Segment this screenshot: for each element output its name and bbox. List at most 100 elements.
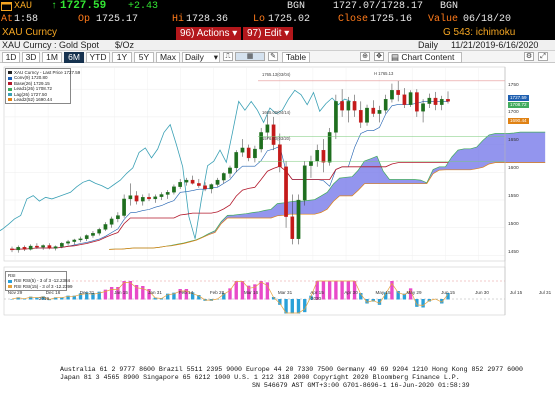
candle-body xyxy=(446,98,450,102)
oscillator-bar xyxy=(10,299,14,300)
legend-row-lag: Lag(26) 1727.50 xyxy=(8,92,68,97)
oscillator-bar xyxy=(340,281,344,300)
range-1m[interactable]: 1M xyxy=(42,51,62,63)
oscillator-bar xyxy=(334,281,338,300)
range-ytd[interactable]: YTD xyxy=(86,51,110,63)
period-select[interactable]: Daily ▾ xyxy=(182,51,220,63)
window-icon[interactable] xyxy=(1,2,12,11)
range-5y[interactable]: 5Y xyxy=(134,51,154,63)
candle-body xyxy=(365,107,369,123)
candle-body xyxy=(427,97,432,104)
oscillator-bar xyxy=(72,295,76,300)
candle-body xyxy=(209,184,214,190)
edit-menu[interactable]: 97) Edit ▾ xyxy=(243,26,294,40)
oscillator-bar xyxy=(35,297,39,300)
oscillator-bar xyxy=(246,285,251,300)
legend-value: -12.2384 xyxy=(52,278,71,284)
pan-icon[interactable]: ✥ xyxy=(374,52,384,61)
oscillator-legend[interactable]: RSI RSI RSI(5) - 3 of 3 -12.2384 RSI RSI… xyxy=(5,271,73,292)
oscillator-bar xyxy=(327,281,332,300)
candle-body xyxy=(91,233,95,236)
oscillator-bar xyxy=(103,289,108,300)
frequency-label: Daily xyxy=(418,40,439,50)
settings-icon[interactable]: ⚙ xyxy=(524,52,534,61)
low-line-label: 1576.60(03/20) xyxy=(262,136,291,141)
legend-label: Lag(26) xyxy=(14,91,30,97)
expand-icon[interactable]: ⤢ xyxy=(538,52,548,61)
chart-panel[interactable]: XAU Curncy - Last Price 1727.59 Conv(9) … xyxy=(0,63,555,383)
range-1y[interactable]: 1Y xyxy=(112,51,132,63)
oscillator-bar xyxy=(396,291,400,300)
oscillator-bar xyxy=(390,281,394,300)
actions-number: 96) xyxy=(180,27,195,39)
quote-bar-details: At 1:58 Op 1725.17 Hi 1728.36 Lo 1725.02… xyxy=(0,13,555,26)
candle-body xyxy=(97,229,102,234)
candle-body xyxy=(321,149,326,163)
y-tick: 1600 xyxy=(508,166,519,171)
x-tick: Jul 15 xyxy=(509,290,523,295)
candle-body xyxy=(371,107,376,114)
ichimoku-chart[interactable] xyxy=(0,63,555,363)
range-3d[interactable]: 3D xyxy=(22,51,40,63)
security-title[interactable]: XAU Curncy xyxy=(2,27,58,38)
range-1d[interactable]: 1D xyxy=(2,51,20,63)
table-button[interactable]: Table xyxy=(282,51,310,63)
range-6m[interactable]: 6M xyxy=(64,51,84,63)
chevron-down-icon: ▾ xyxy=(232,27,238,39)
legend-value: 1690.44 xyxy=(35,97,53,103)
candle-body xyxy=(340,101,344,111)
oscillator-bar xyxy=(91,293,95,300)
legend-swatch xyxy=(8,82,12,86)
legend-swatch xyxy=(8,71,12,75)
x-tick: Feb 14 xyxy=(178,290,194,295)
candle-body xyxy=(184,179,189,183)
actions-menu[interactable]: 96) Actions ▾ xyxy=(176,26,242,40)
up-arrow-icon: ↑ xyxy=(51,1,58,12)
chart-content-icon: ▤ xyxy=(391,51,400,62)
oscillator-bar xyxy=(346,281,351,300)
oscillator-bar xyxy=(303,299,307,313)
high-value: 1728.36 xyxy=(186,14,229,25)
candle-body xyxy=(346,101,351,111)
candle-body xyxy=(103,224,108,230)
bgn-source-2: BGN xyxy=(440,1,459,12)
line-style-icon[interactable]: ⎍ xyxy=(223,52,233,61)
zoom-icon[interactable]: ⊕ xyxy=(360,52,370,61)
chart-content-button[interactable]: ▤ Chart Content xyxy=(388,51,462,63)
oscillator-bar xyxy=(278,299,282,305)
chart-legend[interactable]: XAU Curncy - Last Price 1727.59 Conv(9) … xyxy=(5,68,80,105)
range-max[interactable]: Max xyxy=(156,51,180,63)
value-label: Value xyxy=(428,14,459,25)
legend-label: Lead1(26) xyxy=(14,86,35,92)
candle-body xyxy=(221,173,226,181)
close-value: 1725.16 xyxy=(370,14,413,25)
oscillator-bar xyxy=(309,295,313,300)
candle-body xyxy=(334,101,338,133)
oscillator-bar xyxy=(60,297,64,300)
candle-body xyxy=(228,167,232,174)
chart-type-icon[interactable]: ▦ xyxy=(235,52,265,61)
draw-icon[interactable]: ✎ xyxy=(268,52,278,61)
date-range[interactable]: 11/21/2019-6/16/2020 xyxy=(451,40,539,50)
candle-body xyxy=(10,248,14,251)
x-tick: May 15 xyxy=(375,290,391,295)
oscillator-bar xyxy=(141,286,145,300)
legend-row-rsi5: RSI RSI(5) - 3 of 3 -12.2384 xyxy=(8,278,70,283)
x-tick: Apr 30 xyxy=(344,290,358,295)
candle-body xyxy=(22,246,27,250)
oscillator-bar xyxy=(97,291,101,300)
legend-value: 1729.15 xyxy=(33,80,50,86)
candle-body xyxy=(290,216,295,239)
candle-body xyxy=(240,147,245,153)
oscillator-bar xyxy=(384,292,388,300)
candle-body xyxy=(203,185,207,190)
y-tick: 1450 xyxy=(508,250,519,255)
open-label: Op xyxy=(78,14,91,25)
chart-content-label: Chart Content xyxy=(401,51,455,62)
ticker[interactable]: XAU xyxy=(14,1,33,12)
x-tick: Mar 16 xyxy=(243,290,259,295)
x-year: 2020 xyxy=(310,296,322,301)
time-label: At xyxy=(1,14,14,25)
oscillator-bar xyxy=(166,293,170,300)
legend-row-lead2: Lead2(52) 1690.44 xyxy=(8,97,68,102)
